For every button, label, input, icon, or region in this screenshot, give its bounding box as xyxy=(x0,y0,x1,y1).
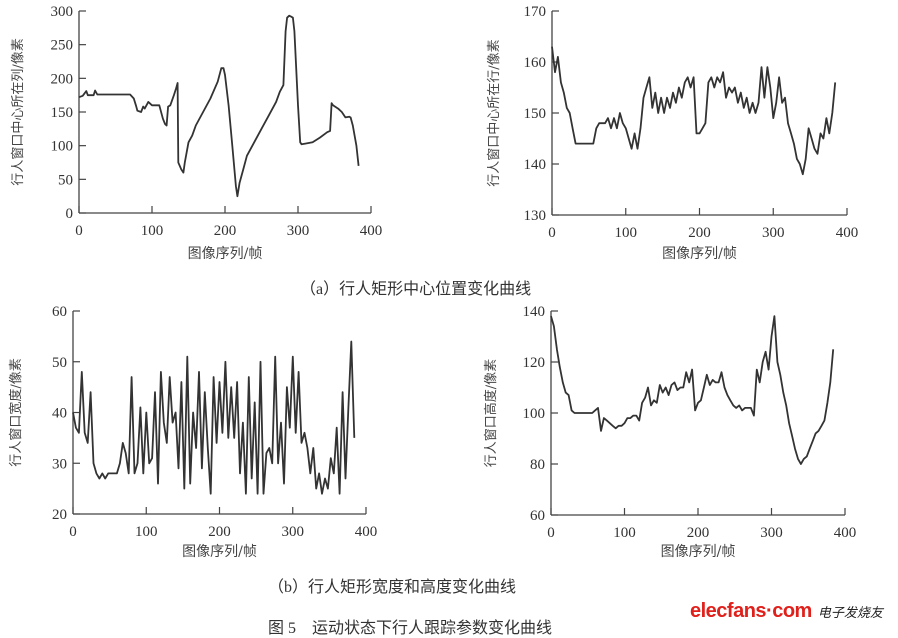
chart-2-y-tick-label: 170 xyxy=(524,4,547,20)
chart-1-x-tick-label: 200 xyxy=(214,223,237,239)
chart-4-x-axis-title: 图像序列/帧 xyxy=(661,544,736,560)
chart-1-x-tick-label: 100 xyxy=(141,223,164,239)
watermark-cn: 电子发烧友 xyxy=(817,606,883,621)
watermark-logo: elecfans·com 电子发烧友 xyxy=(690,600,883,623)
chart-2-x-axis-title: 图像序列/帧 xyxy=(662,246,737,262)
chart-1-x-axis-title: 图像序列/帧 xyxy=(188,246,263,262)
chart-1-y-tick-label: 300 xyxy=(51,4,74,20)
chart-4-series-line xyxy=(550,315,835,465)
chart-4-y-tick-label: 100 xyxy=(523,406,546,422)
chart-3-x-tick-label: 300 xyxy=(282,524,305,540)
chart-3-x-tick-label: 200 xyxy=(208,524,231,540)
chart-2-y-tick-label: 160 xyxy=(524,55,547,71)
chart-3-y-tick-label: 40 xyxy=(52,406,67,422)
caption-b: （b）行人矩形宽度和高度变化曲线 xyxy=(268,579,517,596)
chart-4-y-tick-label: 80 xyxy=(530,457,545,473)
chart-1-y-tick-label: 0 xyxy=(66,206,74,222)
chart-1-x-tick-label: 0 xyxy=(75,223,83,239)
chart-3-x-tick-label: 0 xyxy=(69,524,77,540)
chart-2-x-tick-label: 400 xyxy=(836,225,859,241)
chart-4-y-tick-label: 140 xyxy=(523,304,546,320)
chart-2-x-tick-label: 100 xyxy=(615,225,638,241)
chart-1-y-tick-label: 250 xyxy=(51,38,74,54)
chart-2-x-tick-label: 200 xyxy=(688,225,711,241)
chart-4-y-axis-title: 行人窗口高度/像素 xyxy=(483,359,499,467)
chart-2-y-tick-label: 150 xyxy=(524,106,547,122)
chart-4-x-tick-label: 100 xyxy=(613,525,636,541)
chart-3-y-tick-label: 60 xyxy=(52,304,67,320)
chart-3-series-line xyxy=(72,340,356,495)
chart-4-x-tick-label: 0 xyxy=(547,525,555,541)
chart-2-y-axis-title: 行人窗口中心所在行/像素 xyxy=(486,39,502,186)
watermark-en: elecfans·com xyxy=(690,600,812,622)
figure-caption: 图 5 运动状态下行人跟踪参数变化曲线 xyxy=(268,620,553,637)
chart-1-x-tick-label: 300 xyxy=(287,223,310,239)
chart-3-y-tick-label: 50 xyxy=(52,355,67,371)
chart-2-y-tick-label: 140 xyxy=(524,157,547,173)
chart-3-y-axis-title: 行人窗口宽度/像素 xyxy=(8,358,24,466)
chart-4-y-tick-label: 60 xyxy=(530,508,545,524)
chart-3-y-tick-label: 30 xyxy=(52,456,67,472)
chart-1-x-tick-label: 400 xyxy=(360,223,383,239)
chart-2-x-tick-label: 300 xyxy=(762,225,785,241)
chart-4-y-tick-label: 120 xyxy=(523,355,546,371)
chart-4-x-tick-label: 300 xyxy=(760,525,783,541)
chart-2-x-tick-label: 0 xyxy=(548,225,556,241)
chart-2-y-tick-label: 130 xyxy=(524,208,547,224)
chart-3-x-tick-label: 400 xyxy=(355,524,378,540)
chart-1-series-line xyxy=(78,14,360,198)
chart-1-y-tick-label: 150 xyxy=(51,105,74,121)
caption-a: （a）行人矩形中心位置变化曲线 xyxy=(300,281,532,298)
chart-2-series-line xyxy=(551,46,837,176)
chart-1-y-tick-label: 200 xyxy=(51,71,74,87)
chart-4-x-tick-label: 200 xyxy=(687,525,710,541)
chart-3-x-axis-title: 图像序列/帧 xyxy=(182,544,257,560)
chart-1-y-axis-title: 行人窗口中心所在列/像素 xyxy=(10,38,26,185)
chart-3-y-tick-label: 20 xyxy=(52,507,67,523)
chart-1-y-tick-label: 100 xyxy=(51,139,74,155)
chart-4-x-tick-label: 400 xyxy=(834,525,857,541)
chart-3-x-tick-label: 100 xyxy=(135,524,158,540)
chart-1-y-tick-label: 50 xyxy=(58,172,73,188)
